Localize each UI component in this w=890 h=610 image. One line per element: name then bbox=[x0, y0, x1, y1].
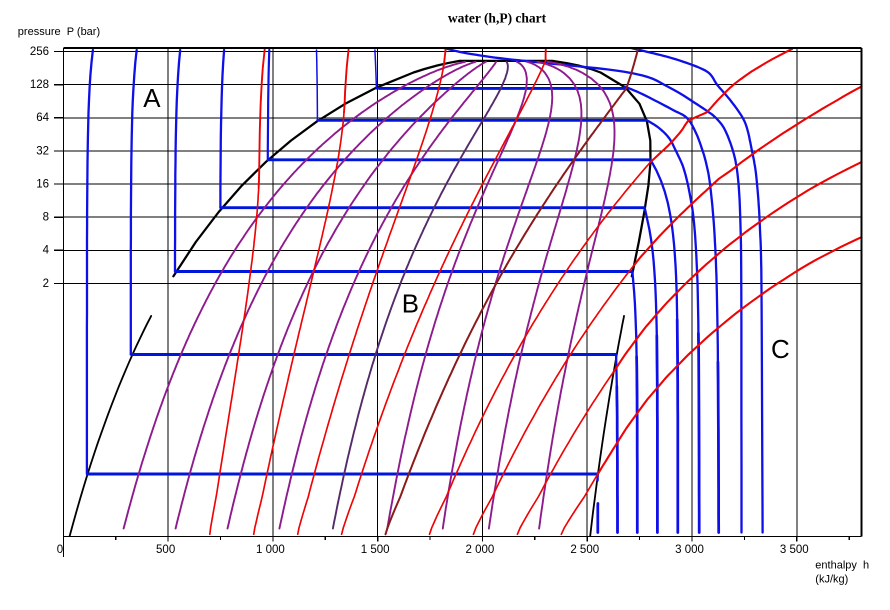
svg-text:enthalpy h: enthalpy h bbox=[815, 560, 869, 572]
svg-text:pressure P (bar): pressure P (bar) bbox=[18, 26, 100, 38]
svg-text:(kJ/kg): (kJ/kg) bbox=[815, 574, 848, 586]
svg-text:128: 128 bbox=[30, 79, 49, 91]
svg-text:3 000: 3 000 bbox=[675, 544, 704, 556]
svg-text:2: 2 bbox=[43, 278, 49, 290]
svg-text:1 500: 1 500 bbox=[361, 544, 390, 556]
svg-text:water (h,P) chart: water (h,P) chart bbox=[448, 10, 547, 25]
svg-text:2 000: 2 000 bbox=[466, 544, 495, 556]
svg-text:256: 256 bbox=[30, 46, 49, 58]
svg-text:2 500: 2 500 bbox=[570, 544, 599, 556]
svg-text:4: 4 bbox=[43, 245, 50, 257]
svg-text:64: 64 bbox=[36, 112, 49, 124]
svg-text:B: B bbox=[402, 291, 419, 319]
svg-text:A: A bbox=[143, 85, 161, 113]
svg-text:C: C bbox=[771, 336, 790, 364]
svg-text:16: 16 bbox=[36, 178, 49, 190]
svg-text:8: 8 bbox=[43, 212, 49, 224]
svg-text:3 500: 3 500 bbox=[780, 544, 809, 556]
svg-text:0: 0 bbox=[57, 544, 63, 556]
svg-text:1 000: 1 000 bbox=[256, 544, 285, 556]
svg-text:32: 32 bbox=[36, 145, 49, 157]
svg-text:500: 500 bbox=[156, 544, 175, 556]
